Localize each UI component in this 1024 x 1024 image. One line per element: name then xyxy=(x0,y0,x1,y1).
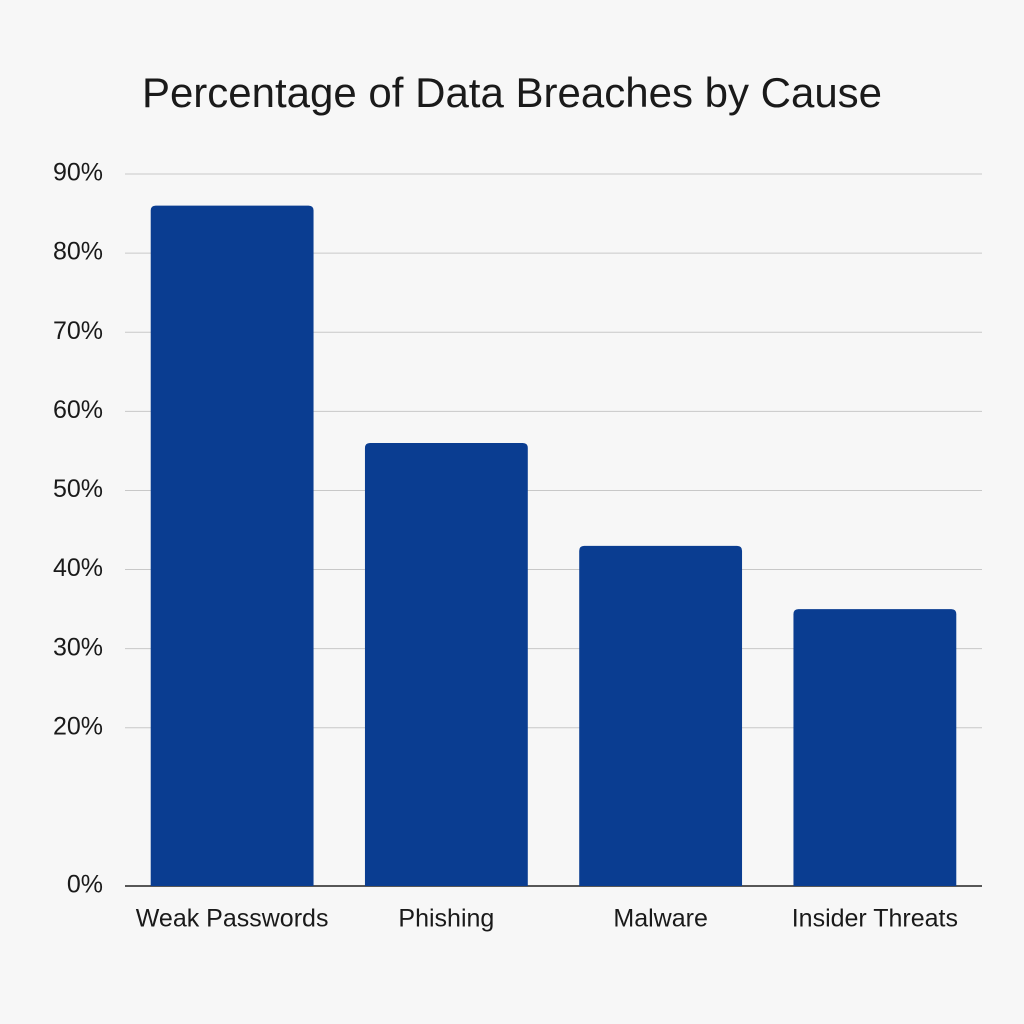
chart-title: Percentage of Data Breaches by Cause xyxy=(142,69,882,116)
bar xyxy=(579,545,743,886)
bar xyxy=(793,609,957,886)
x-tick-label: Weak Passwords xyxy=(136,905,329,933)
y-tick-label: 60% xyxy=(53,396,103,424)
y-tick-label: 70% xyxy=(53,317,103,345)
y-tick-label: 50% xyxy=(53,475,103,503)
bar xyxy=(364,442,528,886)
y-tick-label: 20% xyxy=(53,712,103,740)
y-tick-label: 40% xyxy=(53,554,103,582)
y-tick-label: 0% xyxy=(67,871,103,899)
bar xyxy=(150,205,314,887)
x-tick-label: Malware xyxy=(613,905,707,933)
x-tick-label: Insider Threats xyxy=(792,905,958,933)
y-tick-label: 80% xyxy=(53,238,103,266)
y-tick-label: 90% xyxy=(53,159,103,187)
y-tick-label: 30% xyxy=(53,633,103,661)
x-tick-label: Phishing xyxy=(398,905,494,933)
